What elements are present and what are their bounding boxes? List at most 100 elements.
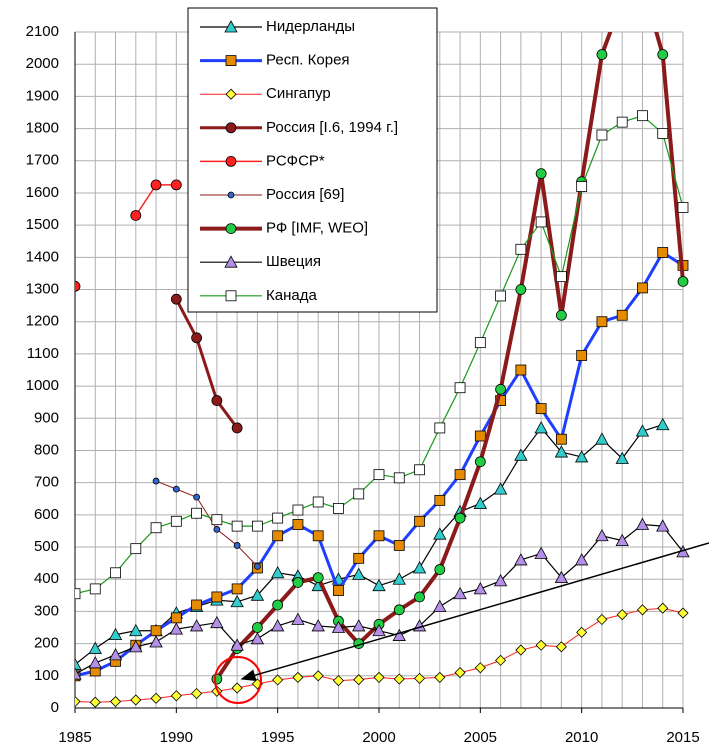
marker [191,507,203,519]
marker [595,432,609,445]
marker [150,692,162,704]
marker [250,631,265,645]
marker [170,515,182,527]
marker [515,284,527,295]
marker [393,540,405,551]
marker [210,615,224,629]
marker [677,607,689,619]
marker [514,553,528,566]
legend-label: РФ [IMF, WEO] [266,220,368,237]
marker [353,674,365,686]
marker [189,619,204,632]
marker [170,690,182,702]
marker [493,482,508,495]
marker [454,667,466,679]
marker [291,612,305,625]
legend-label: РСФСР* [266,152,325,169]
marker [225,55,237,66]
marker [224,255,238,268]
marker [677,276,689,287]
x-tick-label: 1995 [261,729,294,746]
marker [292,671,304,683]
marker [109,695,122,708]
marker [292,504,304,516]
marker [108,627,123,641]
y-tick-label: 1800 [26,120,59,137]
x-tick-label: 2005 [464,729,497,746]
marker [556,309,567,321]
y-tick-label: 1900 [26,87,59,104]
marker [657,127,669,139]
marker [656,417,670,431]
y-tick-label: 300 [34,602,59,619]
y-tick-label: 2000 [26,55,59,72]
marker [253,562,261,570]
marker [473,496,488,509]
series-line [155,480,258,567]
marker [224,20,238,33]
marker [225,88,237,100]
marker [89,696,101,708]
marker [150,522,162,534]
marker [373,671,385,683]
marker [333,585,344,596]
plot [75,32,690,708]
marker [225,223,237,235]
marker [556,433,567,445]
marker [170,293,182,305]
marker [495,654,507,666]
marker [372,578,386,592]
marker [213,525,221,533]
y-tick-label: 1600 [26,184,59,201]
legend-label: Швеция [266,253,321,270]
marker [414,464,425,476]
marker [453,586,467,600]
marker [191,687,203,700]
marker [227,191,235,199]
marker [250,588,265,601]
y-tick-label: 0 [51,699,59,716]
marker [535,639,547,651]
marker [515,364,527,376]
marker [637,282,648,294]
legend-label: Россия [69] [266,186,344,203]
x-tick-label: 2000 [362,729,395,746]
marker [272,599,284,611]
y-tick-label: 1300 [26,280,59,297]
marker [191,599,203,611]
marker [75,657,82,670]
marker [596,49,608,60]
marker [412,561,427,574]
marker [251,622,263,633]
marker [152,477,160,485]
marker [596,129,608,141]
marker [677,202,689,213]
marker [495,290,507,302]
marker [535,168,547,180]
x-tick-label: 2010 [565,729,598,746]
marker [574,553,589,566]
marker [311,619,325,632]
marker [75,667,82,680]
marker [635,517,650,530]
marker [474,337,486,349]
marker [170,612,182,624]
marker [312,496,324,508]
y-tick-label: 1700 [26,152,59,169]
marker [392,628,406,641]
marker [75,280,81,292]
y-tick-label: 1200 [26,313,59,330]
marker [333,503,344,514]
marker [353,552,365,564]
marker [554,445,569,458]
marker [495,383,507,395]
marker [272,530,284,542]
marker [433,527,447,540]
marker [169,622,184,635]
marker [191,332,203,344]
marker [108,648,123,661]
marker [292,519,304,530]
marker [596,316,608,328]
marker [110,567,121,579]
marker [534,546,548,559]
